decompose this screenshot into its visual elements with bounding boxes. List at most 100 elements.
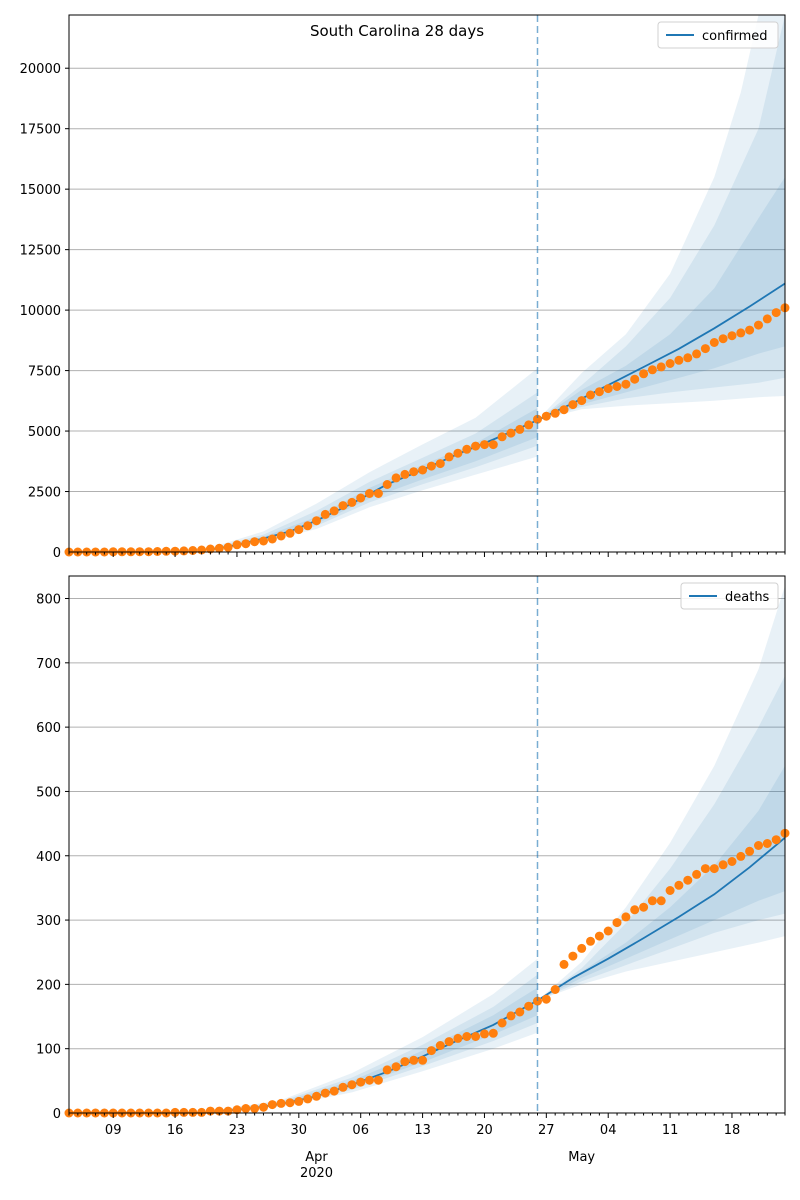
legend-label: confirmed (702, 29, 768, 44)
axes-frame (68, 575, 786, 1114)
x-tick-label: 30 (291, 1123, 308, 1138)
chart-title: South Carolina 28 days (310, 22, 484, 40)
data-point (647, 896, 657, 906)
data-point (515, 424, 525, 434)
data-point (594, 387, 604, 397)
legend: confirmed (657, 21, 779, 49)
data-point (214, 543, 224, 553)
data-point (497, 432, 507, 442)
data-point (639, 369, 649, 379)
data-point (356, 1077, 366, 1087)
data-point (320, 509, 330, 519)
data-point (736, 851, 746, 861)
data-point (621, 379, 631, 389)
y-tick-label: 100 (36, 1043, 61, 1058)
data-point (382, 480, 392, 489)
data-point (700, 344, 710, 354)
data-point (603, 384, 613, 394)
data-point (444, 452, 454, 462)
data-point (409, 1055, 419, 1065)
x-axis: 09 16 23 30 06 13 20 27 04 11 18 Apr May 2020 (105, 1123, 740, 1181)
data-point (303, 521, 313, 531)
uncertainty-band (537, 765, 785, 1001)
x-tick-label: 04 (600, 1123, 617, 1138)
legend-box (680, 582, 779, 610)
y-tick-label: 12500 (20, 244, 61, 259)
y-tick-label: 300 (36, 914, 61, 929)
data-point (754, 841, 763, 850)
uncertainty-band (537, 15, 785, 421)
y-tick-label: 0 (53, 546, 61, 561)
data-point (170, 1107, 180, 1117)
data-point (418, 1055, 428, 1065)
y-tick-label: 5000 (28, 425, 61, 440)
data-point (762, 839, 772, 848)
data-point (674, 355, 684, 365)
deaths-panel: 0 100 200 300 400 500 600 700 800 deaths (36, 575, 790, 1122)
data-point (232, 1105, 242, 1115)
uncertainty-band (537, 585, 785, 1001)
data-point (294, 1096, 304, 1106)
data-point (365, 489, 374, 498)
x-tick-label: 18 (724, 1123, 741, 1138)
x-year-label: 2020 (300, 1166, 333, 1181)
data-point (205, 544, 215, 554)
data-point (267, 1100, 277, 1110)
y-tick-label: 0 (53, 1107, 61, 1122)
data-point (347, 497, 357, 507)
y-tick-label: 20000 (20, 62, 61, 77)
data-point (400, 1057, 410, 1067)
x-tick-label: 16 (167, 1123, 184, 1138)
data-point (727, 331, 737, 341)
observed-points (64, 828, 790, 1118)
data-point (320, 1088, 330, 1098)
y-tick-label: 2500 (28, 486, 61, 501)
data-point (656, 896, 666, 906)
data-point (471, 441, 481, 451)
data-point (674, 880, 684, 890)
data-point (338, 1082, 348, 1092)
data-point (285, 528, 295, 538)
data-point (382, 1065, 392, 1075)
data-point (612, 382, 622, 391)
data-point (179, 1107, 189, 1117)
x-tick-label: 23 (229, 1123, 246, 1138)
data-point (497, 1018, 507, 1028)
data-point (480, 440, 489, 450)
uncertainty-band (537, 177, 785, 421)
data-point (480, 1029, 489, 1039)
x-tick-label: 06 (352, 1123, 369, 1138)
data-point (559, 405, 569, 415)
data-point (603, 926, 613, 936)
data-point (533, 414, 542, 424)
data-point (665, 359, 675, 368)
data-point (727, 857, 737, 866)
data-point (188, 1107, 198, 1117)
data-point (700, 864, 710, 874)
data-point (639, 902, 649, 912)
data-point (683, 353, 693, 363)
data-point (312, 516, 321, 526)
data-point (223, 542, 233, 552)
data-point (267, 534, 277, 544)
data-point (329, 506, 339, 516)
data-point (259, 1102, 268, 1112)
data-point (241, 1104, 251, 1113)
data-point (533, 996, 542, 1006)
x-tick-label: 27 (538, 1123, 555, 1138)
data-point (338, 501, 348, 511)
data-point (170, 546, 180, 556)
data-point (586, 936, 595, 946)
x-month-label: May (568, 1150, 595, 1165)
data-point (568, 400, 578, 410)
x-tick-label: 11 (662, 1123, 679, 1138)
data-point (515, 1007, 525, 1017)
y-tick-label: 7500 (28, 365, 61, 380)
uncertainty-bands (210, 15, 785, 551)
data-point (771, 308, 781, 318)
data-point (250, 1104, 260, 1113)
data-point (179, 546, 189, 556)
y-tick-label: 600 (36, 721, 61, 736)
data-point (524, 1001, 534, 1011)
data-point (241, 539, 251, 549)
